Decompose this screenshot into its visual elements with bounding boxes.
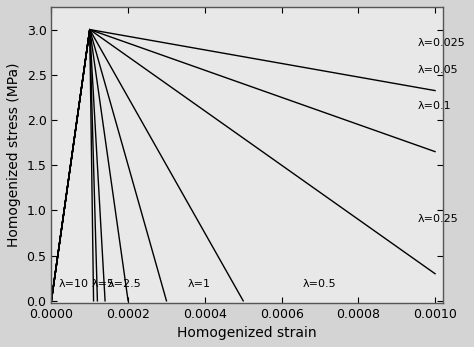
Text: λ=0.25: λ=0.25	[418, 214, 458, 224]
Text: λ=2.5: λ=2.5	[108, 279, 142, 289]
Text: λ=5: λ=5	[91, 279, 115, 289]
Y-axis label: Homogenized stress (MPa): Homogenized stress (MPa)	[7, 62, 21, 247]
Text: λ=10: λ=10	[58, 279, 89, 289]
Text: λ=0.5: λ=0.5	[303, 279, 336, 289]
Text: λ=0.1: λ=0.1	[418, 101, 451, 111]
Text: λ=1: λ=1	[188, 279, 210, 289]
Text: λ=0.025: λ=0.025	[418, 37, 465, 48]
Text: λ=0.05: λ=0.05	[418, 65, 458, 75]
X-axis label: Homogenized strain: Homogenized strain	[177, 326, 317, 340]
